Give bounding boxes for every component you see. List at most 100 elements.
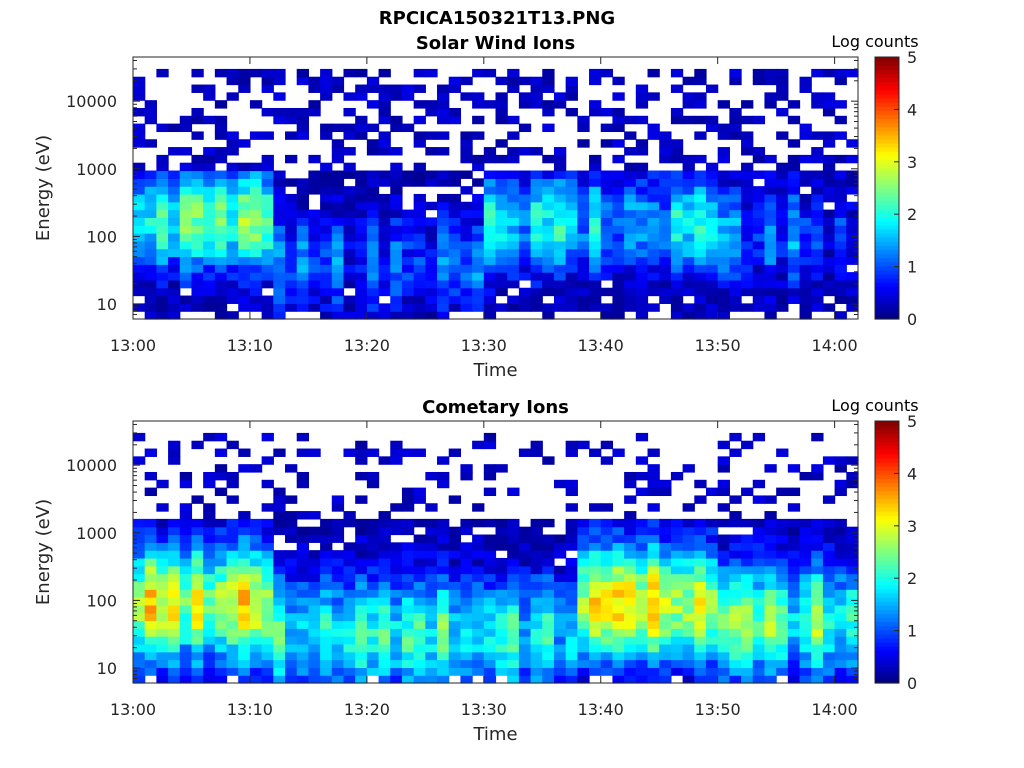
heatmap-cell	[390, 573, 403, 582]
heatmap-cell	[705, 487, 719, 497]
heatmap-cell	[179, 526, 193, 536]
heatmap-cell	[355, 279, 368, 289]
heatmap-cell	[612, 287, 625, 297]
heatmap-cell	[296, 201, 309, 211]
heatmap-cell	[425, 170, 438, 179]
heatmap-cell	[156, 604, 169, 614]
heatmap-cell	[226, 131, 239, 140]
heatmap-cell	[670, 597, 684, 606]
heatmap-cell	[261, 542, 274, 551]
heatmap-cell	[647, 209, 660, 218]
heatmap-cell	[331, 612, 345, 622]
heatmap-cell	[799, 240, 812, 250]
heatmap-cell	[413, 170, 426, 179]
heatmap-cell	[542, 628, 555, 637]
heatmap-cell	[834, 479, 847, 489]
heatmap-cell	[401, 178, 415, 187]
heatmap-cell	[261, 248, 274, 258]
colorbar-tick-label: 2	[907, 569, 917, 588]
heatmap-cell	[811, 303, 824, 312]
heatmap-cell	[249, 581, 263, 590]
colorbar-tick-label: 5	[907, 48, 917, 67]
heatmap-cell	[635, 147, 649, 156]
heatmap-cell	[507, 675, 520, 684]
heatmap-cell	[331, 604, 345, 614]
heatmap-cell	[238, 464, 251, 473]
heatmap-cell	[144, 233, 157, 242]
heatmap-cell	[226, 597, 239, 606]
heatmap-cell	[331, 264, 345, 273]
heatmap-cell	[764, 526, 777, 536]
heatmap-cell	[834, 597, 847, 606]
heatmap-cell	[799, 471, 812, 481]
heatmap-cell	[425, 147, 438, 156]
heatmap-cell	[659, 534, 672, 543]
heatmap-cell	[822, 636, 836, 645]
heatmap-cell	[752, 620, 766, 629]
heatmap-cell	[811, 279, 824, 289]
heatmap-cell	[413, 279, 426, 289]
heatmap-cell	[249, 565, 263, 575]
heatmap-cell	[413, 217, 426, 226]
colorbar-segment	[875, 539, 899, 545]
heatmap-cell	[647, 464, 660, 473]
heatmap-cell	[343, 303, 356, 312]
heatmap-cell	[483, 186, 497, 195]
heatmap-cell	[635, 92, 649, 101]
heatmap-cell	[553, 620, 567, 629]
heatmap-cell	[507, 557, 520, 567]
heatmap-cell	[144, 217, 157, 226]
heatmap-cell	[296, 448, 309, 457]
heatmap-cell	[133, 542, 146, 551]
heatmap-cell	[425, 240, 438, 250]
heatmap-cell	[366, 186, 380, 195]
heatmap-cell	[355, 573, 368, 582]
heatmap-cell	[694, 651, 707, 661]
heatmap-cell	[144, 620, 157, 629]
heatmap-cell	[741, 440, 754, 450]
colorbar-segment	[875, 134, 899, 140]
heatmap-cell	[518, 256, 532, 265]
heatmap-cell	[168, 240, 181, 250]
heatmap-cell	[834, 131, 847, 140]
heatmap-cell	[203, 557, 216, 567]
heatmap-cell	[647, 448, 660, 457]
heatmap-cell	[705, 557, 719, 567]
heatmap-cell	[752, 303, 766, 312]
heatmap-cell	[273, 233, 286, 242]
heatmap-cell	[203, 573, 216, 582]
heatmap-cell	[811, 589, 824, 598]
heatmap-cell	[495, 581, 508, 590]
heatmap-cell	[705, 84, 719, 93]
heatmap-cell	[694, 620, 707, 629]
heatmap-cell	[448, 193, 462, 203]
heatmap-cell	[624, 628, 637, 637]
heatmap-cell	[472, 612, 485, 622]
heatmap-cell	[437, 471, 450, 481]
heatmap-cell	[308, 178, 321, 187]
heatmap-cell	[530, 448, 543, 457]
heatmap-cell	[589, 209, 602, 218]
heatmap-cell	[144, 659, 157, 668]
heatmap-cell	[846, 675, 859, 684]
heatmap-cell	[179, 597, 193, 606]
heatmap-cell	[343, 201, 356, 211]
heatmap-cell	[670, 612, 684, 622]
heatmap-cell	[285, 209, 298, 218]
heatmap-cell	[320, 287, 333, 297]
heatmap-cell	[238, 620, 251, 629]
heatmap-cell	[764, 186, 777, 195]
heatmap-cell	[355, 471, 368, 481]
heatmap-cell	[366, 628, 380, 637]
heatmap-cell	[729, 248, 742, 258]
heatmap-cell	[437, 659, 450, 668]
heatmap-cell	[624, 201, 637, 211]
colorbar-segment	[875, 449, 899, 455]
heatmap-cell	[635, 628, 649, 637]
heatmap-cell	[203, 597, 216, 606]
heatmap-cell	[507, 154, 520, 164]
heatmap-cell	[425, 620, 438, 629]
heatmap-cell	[214, 272, 228, 281]
heatmap-cell	[460, 92, 473, 101]
heatmap-cell	[776, 186, 789, 195]
